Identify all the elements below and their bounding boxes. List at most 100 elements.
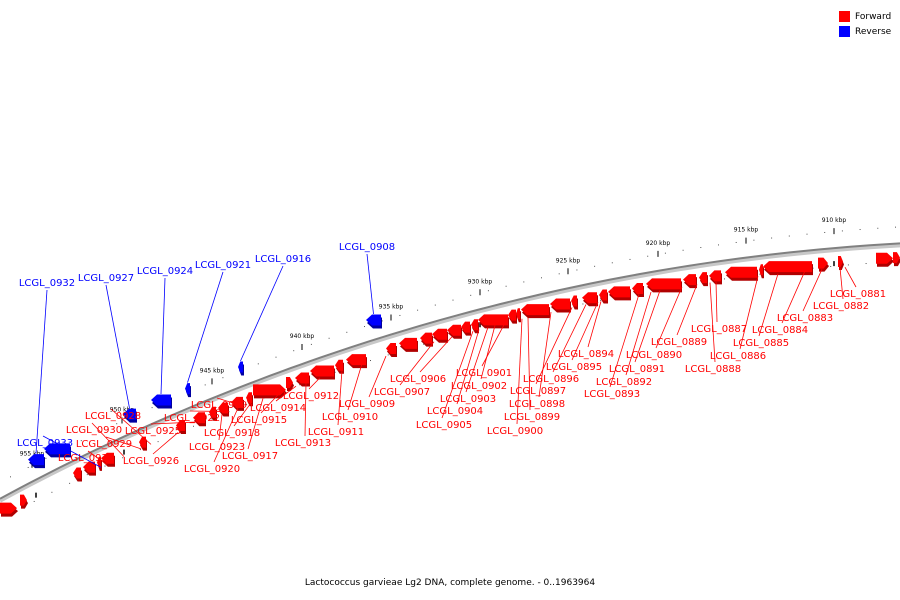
gene-label-forward: LCGL_0894 bbox=[558, 349, 614, 360]
minor-tick bbox=[788, 235, 790, 237]
gene-label-forward: LCGL_0928 bbox=[85, 411, 141, 422]
minor-tick bbox=[293, 350, 295, 352]
label-leader bbox=[91, 422, 125, 457]
label-leader bbox=[42, 435, 102, 468]
forward-gene bbox=[608, 286, 631, 301]
minor-tick bbox=[470, 294, 472, 296]
label-leader bbox=[758, 273, 779, 337]
genome-caption: Lactococcus garvieae Lg2 DNA, complete g… bbox=[304, 578, 596, 588]
gene-label-reverse: LCGL_0933 bbox=[17, 438, 73, 449]
minor-tick bbox=[193, 425, 194, 427]
label-leader bbox=[709, 282, 716, 363]
minor-tick bbox=[582, 303, 584, 305]
label-leader bbox=[366, 253, 374, 315]
gene-label-forward: LCGL_0925 bbox=[125, 426, 181, 437]
forward-gene bbox=[0, 502, 18, 517]
minor-tick bbox=[328, 337, 330, 339]
minor-tick bbox=[175, 433, 177, 435]
forward-gene bbox=[286, 377, 294, 392]
minor-tick bbox=[759, 273, 761, 275]
forward-gene bbox=[346, 354, 367, 369]
gene-label-forward: LCGL_0882 bbox=[813, 301, 869, 312]
minor-tick bbox=[664, 252, 666, 254]
reverse-swatch bbox=[839, 26, 850, 37]
gene-label-reverse: LCGL_0908 bbox=[339, 242, 395, 253]
gene-label-forward: LCGL_0913 bbox=[275, 438, 331, 449]
label-leader bbox=[571, 301, 599, 361]
legend-item-forward[interactable]: Forward bbox=[839, 9, 891, 24]
gene-label-forward: LCGL_0884 bbox=[752, 325, 808, 336]
tick-label: 930 kbp bbox=[468, 278, 493, 285]
forward-gene bbox=[432, 328, 448, 343]
forward-gene bbox=[571, 295, 578, 310]
label-leader bbox=[260, 391, 282, 414]
minor-tick bbox=[576, 269, 578, 271]
label-leader bbox=[347, 363, 363, 411]
minor-tick bbox=[600, 299, 602, 301]
minor-tick bbox=[771, 237, 773, 239]
label-leader bbox=[189, 410, 230, 412]
forward-gene bbox=[447, 324, 462, 339]
gene-label-forward: LCGL_0905 bbox=[416, 420, 472, 431]
minor-tick bbox=[611, 262, 613, 264]
gene-label-forward: LCGL_0931 bbox=[58, 453, 114, 464]
gene-label-forward: LCGL_0893 bbox=[584, 389, 640, 400]
minor-tick bbox=[157, 441, 159, 443]
gene-label-forward: LCGL_0883 bbox=[777, 313, 833, 324]
forward-gene bbox=[876, 252, 894, 267]
label-leader bbox=[216, 397, 244, 407]
label-leader bbox=[844, 266, 857, 288]
label-leader bbox=[105, 284, 130, 409]
label-leader bbox=[247, 398, 264, 450]
minor-tick bbox=[434, 304, 436, 306]
gene-label-forward: LCGL_0909 bbox=[339, 399, 395, 410]
tick-label: 915 kbp bbox=[734, 227, 759, 234]
forward-gene bbox=[838, 256, 844, 271]
label-leader bbox=[337, 370, 343, 426]
gene-label-forward: LCGL_0902 bbox=[451, 381, 507, 392]
minor-tick bbox=[257, 363, 259, 365]
forward-gene bbox=[310, 365, 335, 380]
minor-tick bbox=[830, 265, 832, 267]
label-leader bbox=[715, 281, 718, 323]
gene-label-reverse: LCGL_0916 bbox=[255, 254, 311, 265]
minor-tick bbox=[895, 226, 896, 228]
forward-gene bbox=[83, 461, 96, 476]
forward-gene bbox=[683, 274, 697, 289]
gene-label-forward: LCGL_0892 bbox=[596, 377, 652, 388]
label-leader bbox=[35, 289, 48, 454]
label-leader bbox=[304, 382, 307, 437]
forward-gene bbox=[97, 456, 102, 471]
legend-item-reverse[interactable]: Reverse bbox=[839, 24, 891, 39]
gene-label-forward: LCGL_0895 bbox=[546, 362, 602, 373]
label-leader bbox=[213, 407, 239, 463]
minor-tick bbox=[364, 326, 365, 328]
minor-tick bbox=[80, 440, 82, 442]
gene-label-reverse: LCGL_0924 bbox=[137, 266, 193, 277]
gene-label-forward: LCGL_0912 bbox=[283, 391, 339, 402]
gene-label-forward: LCGL_0887 bbox=[691, 324, 747, 335]
label-leader bbox=[456, 329, 480, 405]
minor-tick bbox=[423, 343, 425, 345]
label-leader bbox=[465, 327, 489, 393]
gene-label-forward: LCGL_0920 bbox=[184, 464, 240, 475]
label-leader bbox=[110, 408, 152, 445]
minor-tick bbox=[523, 281, 525, 283]
minor-tick bbox=[700, 247, 702, 249]
minor-tick bbox=[104, 465, 106, 467]
forward-gene bbox=[582, 292, 598, 307]
label-leader bbox=[655, 286, 683, 349]
minor-tick bbox=[86, 474, 88, 476]
label-leader bbox=[441, 330, 474, 419]
forward-gene bbox=[508, 309, 517, 324]
label-leader bbox=[609, 294, 640, 388]
label-leader bbox=[218, 414, 223, 441]
forward-gene bbox=[709, 270, 722, 285]
forward-gene bbox=[646, 278, 682, 293]
minor-tick bbox=[629, 258, 631, 260]
forward-swatch bbox=[839, 11, 850, 22]
forward-gene bbox=[521, 304, 550, 319]
minor-tick bbox=[735, 241, 737, 243]
